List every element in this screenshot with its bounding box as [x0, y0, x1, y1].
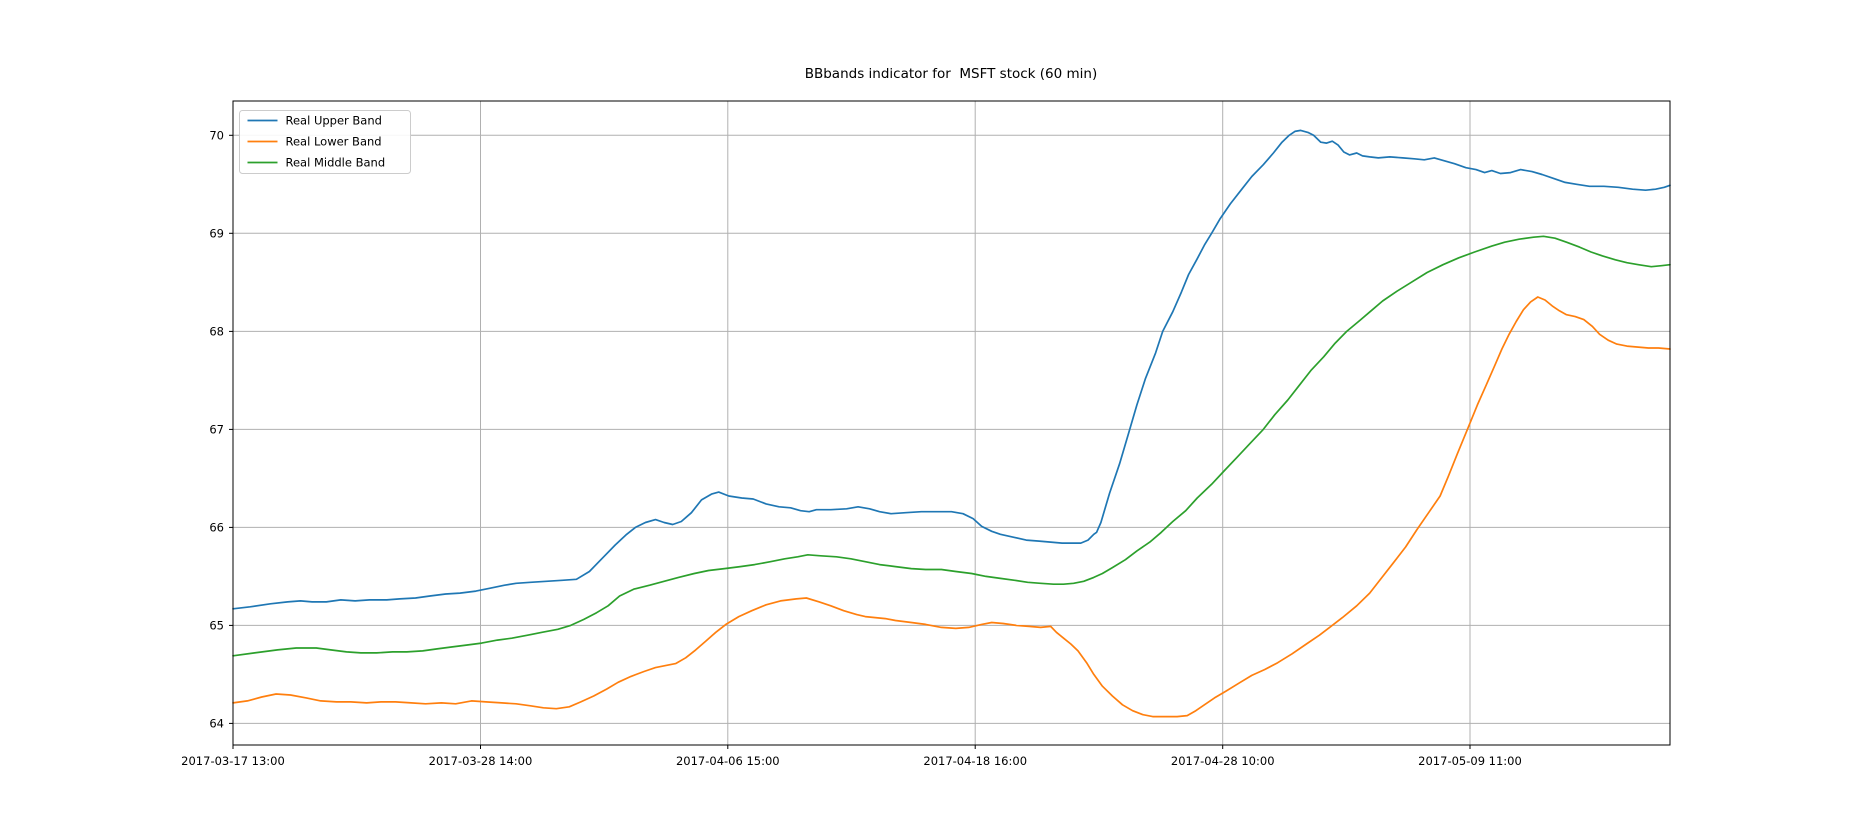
- axes-frame: [232, 100, 1671, 746]
- legend-label-real-middle-band: Real Middle Band: [286, 156, 386, 170]
- y-tick-label-67: 67: [209, 422, 224, 436]
- legend-label-real-upper-band: Real Upper Band: [286, 114, 382, 128]
- x-tick-label-4: 2017-04-28 10:00: [1171, 754, 1275, 768]
- y-tick-label-64: 64: [209, 716, 224, 730]
- y-tick-label-69: 69: [209, 226, 224, 240]
- x-tick-label-5: 2017-05-09 11:00: [1418, 754, 1522, 768]
- legend: Real Upper Band Real Lower Band Real Middl…: [239, 110, 411, 174]
- chart-title: BBbands indicator for MSFT stock (60 min…: [805, 66, 1098, 82]
- legend-box: [239, 110, 411, 174]
- x-tick-label-3: 2017-04-18 16:00: [923, 754, 1027, 768]
- series-line-real-lower-band: [232, 296, 1671, 718]
- y-tick-label-66: 66: [209, 520, 224, 534]
- x-tick-label-0: 2017-03-17 13:00: [181, 754, 285, 768]
- series-line-real-upper-band: [232, 129, 1671, 610]
- legend-label-real-lower-band: Real Lower Band: [286, 135, 382, 149]
- series-layer: [232, 129, 1671, 718]
- x-tick-label-2: 2017-04-06 15:00: [676, 754, 780, 768]
- y-tick-label-68: 68: [209, 324, 224, 338]
- tick-layer: 64 65 66 67 68 69 70 2017-03-17 13:00 2017-03-28…: [181, 128, 1522, 768]
- x-tick-label-1: 2017-03-28 14:00: [429, 754, 533, 768]
- y-tick-label-70: 70: [209, 128, 224, 142]
- y-tick-label-65: 65: [209, 618, 224, 632]
- axes-frame-layer: [232, 100, 1671, 746]
- series-line-real-middle-band: [232, 235, 1671, 657]
